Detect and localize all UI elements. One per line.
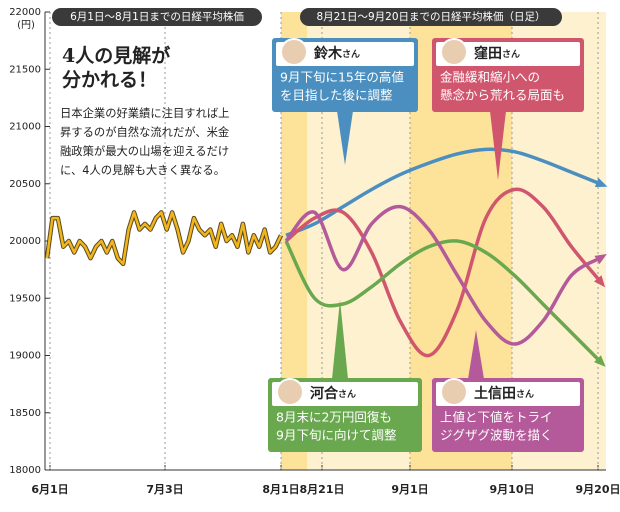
suffix: さん — [338, 389, 356, 400]
x-tick-label: 6月1日 — [31, 483, 68, 496]
arrow-head — [594, 355, 606, 367]
arrow-head — [594, 275, 606, 288]
face — [276, 378, 304, 406]
y-tick-label: 18500 — [9, 408, 41, 419]
y-tick-label: 19500 — [9, 293, 41, 304]
y-unit: (円) — [17, 20, 35, 31]
callout-text: を目指した後に調整 — [280, 88, 393, 103]
callout-text: 金融緩和縮小への — [440, 70, 540, 85]
callout-tail — [337, 111, 353, 165]
face — [440, 378, 468, 406]
forecast-line — [284, 187, 602, 358]
y-tick-label: 20500 — [9, 179, 41, 190]
history-line — [45, 211, 283, 266]
callout-name: 窪田さん — [474, 45, 520, 62]
callout-name-bg — [436, 382, 580, 406]
callout-name-bg — [436, 42, 580, 66]
y-tick-label: 20000 — [9, 236, 41, 247]
header-left: 6月1日～8月1日までの日経平均株価 — [70, 10, 244, 23]
callout-name-bg — [272, 382, 418, 406]
suffix: さん — [516, 389, 534, 400]
header-right-bg — [300, 8, 562, 26]
x-tick-label: 9月20日 — [576, 483, 620, 496]
name: 鈴木 — [314, 45, 343, 62]
callout-name-bg — [276, 42, 414, 66]
suffix: さん — [502, 49, 520, 60]
y-tick-label: 21000 — [9, 122, 41, 133]
forecast-line — [285, 147, 601, 237]
suffix: さん — [342, 49, 360, 60]
callout-text: 上値と下値をトライ — [440, 410, 553, 425]
y-tick-label: 21500 — [9, 64, 41, 75]
callout-tail — [332, 300, 348, 379]
callout-tail — [468, 330, 484, 379]
arrow-head — [594, 254, 607, 265]
body: 日本企業の好業績に注目すれば上 — [60, 106, 229, 120]
face — [440, 38, 468, 66]
body: 融政策が最大の山場を迎えるだけ — [60, 144, 229, 158]
name: 窪田 — [474, 45, 502, 62]
arrow-head — [594, 177, 608, 187]
name: 河合 — [310, 385, 339, 402]
x-tick-label: 9月10日 — [490, 483, 535, 496]
y-tick-label: 19000 — [9, 351, 41, 362]
callout-text: 懸念から荒れる局面も — [440, 88, 565, 103]
body: 昇するのが自然な流れだが、米金 — [60, 125, 229, 139]
x-tick-label: 9月1日 — [391, 483, 428, 496]
forecast-line — [284, 204, 601, 346]
header-left-bg — [52, 8, 262, 26]
name: 土信田 — [474, 385, 516, 402]
callout-text: 9月下旬に向けて調整 — [276, 428, 397, 443]
callout-text: ジグザグ波動を描く — [440, 428, 553, 443]
header-right: 8月21日～9月20日までの日経平均株価（日足） — [316, 10, 545, 23]
x-tick-label: 7月3日 — [146, 483, 183, 496]
title: 4人の見解が — [62, 44, 170, 67]
face — [280, 38, 308, 66]
title: 分かれる！ — [62, 69, 157, 91]
y-tick-label: 22000 — [9, 7, 41, 18]
callout-text: 8月末に2万円回復も — [276, 410, 392, 425]
callout-name: 土信田さん — [474, 385, 534, 402]
x-tick-label: 8月1日 — [262, 483, 299, 496]
callout-name: 河合さん — [310, 385, 356, 402]
y-tick-label: 18000 — [9, 465, 41, 476]
callout-name: 鈴木さん — [314, 45, 360, 62]
body: に、4人の見解も大きく異なる。 — [60, 163, 225, 177]
callout-text: 9月下旬に15年の高値 — [280, 70, 404, 85]
forecast-line — [284, 239, 602, 363]
callout-tail — [490, 111, 506, 180]
x-tick-label: 8月21日 — [300, 483, 345, 496]
